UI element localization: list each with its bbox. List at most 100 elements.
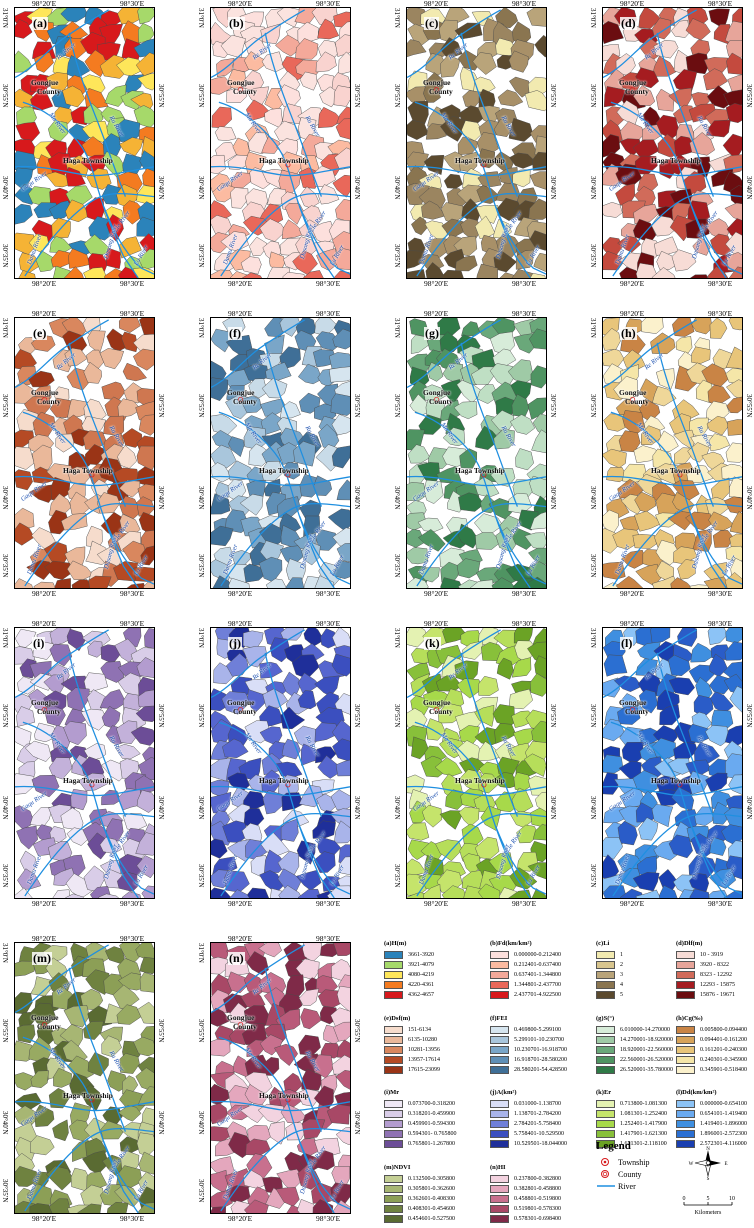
watershed-polygon (228, 577, 250, 588)
watershed-polygon (469, 579, 494, 588)
watershed-polygon (212, 575, 231, 588)
lat-label-left: 30°55′N (197, 394, 205, 418)
legend-swatch (384, 1120, 403, 1128)
map-panel: Gongjue County Haga Township Re River Ma Riv… (588, 0, 754, 288)
watershed-polygon (421, 200, 446, 220)
lat-label-right: 30°55′N (549, 84, 557, 108)
legend-item: 10281-13956 (384, 1045, 440, 1055)
watershed-polygon (440, 577, 463, 588)
county-marker (238, 86, 244, 92)
legend-item-label: 0.212401-0.637400 (514, 961, 561, 968)
county-label: Gongjue (423, 78, 451, 87)
watershed-polygon (52, 889, 71, 898)
watershed-polygon (407, 444, 431, 464)
watershed-polygon (48, 1087, 70, 1109)
watershed-polygon (531, 151, 546, 171)
watershed-polygon (686, 464, 714, 484)
township-marker (89, 162, 95, 168)
legend-swatch (490, 961, 509, 969)
watershed-polygon (442, 628, 469, 644)
county-label: Gongjue (227, 388, 255, 397)
map-frame: Gongjue County Haga Township Re River Ma Riv… (210, 7, 351, 279)
panel-label: (d) (620, 16, 637, 30)
lon-label-bottom-right: 98°30′E (120, 279, 145, 288)
watershed-polygon (474, 704, 495, 727)
watershed-polygon (508, 688, 533, 710)
watershed-polygon (121, 331, 138, 353)
legend-item-label: 0.073700-0.318200 (408, 1100, 455, 1107)
legend-item: 0.031000-1.138700 (490, 1099, 567, 1109)
panel-label: (g) (424, 326, 440, 340)
watershed-polygon (490, 467, 516, 487)
watershed-map (15, 628, 154, 898)
watershed-polygon (334, 34, 350, 57)
legend-item: 0.212401-0.637400 (490, 960, 561, 970)
watershed-polygon (333, 85, 350, 107)
watershed-polygon (603, 163, 620, 187)
watershed-polygon (657, 430, 679, 452)
river-line (612, 503, 742, 587)
watershed-polygon (33, 581, 56, 588)
watershed-polygon (458, 806, 480, 827)
map-frame: Gongjue County Haga Township Re River Ma Riv… (14, 942, 155, 1214)
river-line (407, 785, 546, 797)
lon-label-top-right: 98°30′E (316, 934, 341, 943)
watershed-polygon (315, 51, 337, 73)
legend-block-title: (d)Dlf(m) (676, 940, 703, 947)
legend-item-label: 0.578301-0.698400 (514, 1215, 561, 1222)
lon-label-bottom-right: 98°30′E (120, 589, 145, 598)
legend-swatch (596, 981, 615, 989)
legend-item: 0.000000-0.654100 (676, 1099, 747, 1109)
river-line (15, 319, 109, 389)
county-label: County (625, 707, 649, 716)
legend-swatch (490, 991, 509, 999)
legend-item-label: 2.784201-5.758400 (514, 1120, 561, 1127)
legend-swatch (384, 961, 403, 969)
legend-item-label: 0.237800-0.382800 (514, 1175, 561, 1182)
legend-block-title: (j)A(km²) (490, 1089, 517, 1096)
watershed-polygon (18, 270, 36, 278)
legend-item: 4220-4361 (384, 980, 434, 990)
watershed-polygon (407, 547, 429, 565)
river-line (407, 629, 501, 699)
river-line (22, 101, 139, 278)
legend-block-title: (g)S(°) (596, 1015, 615, 1022)
watershed-polygon (496, 657, 514, 680)
legend-item: 4362-4657 (384, 990, 434, 1000)
watershed-polygon (30, 1135, 55, 1156)
watershed-polygon (15, 522, 35, 546)
watershed-polygon (83, 361, 102, 384)
watershed-polygon (729, 511, 742, 534)
watershed-polygon (655, 368, 675, 390)
watershed-polygon (512, 527, 534, 550)
watershed-map (407, 318, 546, 588)
legend-swatch (676, 1130, 695, 1138)
watershed-map (15, 8, 154, 278)
watershed-polygon (530, 365, 546, 389)
river-line (264, 32, 323, 197)
legend-swatch (676, 951, 695, 959)
watershed-polygon (243, 563, 265, 583)
watershed-polygon (333, 270, 350, 278)
watershed-polygon (529, 230, 546, 251)
watershed-polygon (136, 466, 154, 488)
legend-item-label: 3661-3920 (408, 951, 434, 958)
lat-label-right: 30°40′N (549, 176, 557, 200)
legend-item-label: 2.572301-4.116000 (700, 1140, 747, 1147)
watershed-polygon (425, 262, 446, 278)
legend-block-title: (i)Mr (384, 1089, 400, 1096)
map-frame: Gongjue County Haga Township Re River Ma Riv… (14, 7, 155, 279)
watershed-polygon (407, 100, 429, 125)
watershed-polygon (297, 888, 322, 898)
lat-label-left: 30°55′N (1, 84, 9, 108)
lat-label-left: 30°55′N (589, 394, 597, 418)
legend-item: 0.094401-0.161200 (676, 1035, 747, 1045)
county-label: Gongjue (31, 698, 59, 707)
legend-item-label: 0.240301-0.345900 (700, 1056, 747, 1063)
watershed-polygon (407, 250, 427, 269)
watershed-polygon (101, 705, 121, 729)
watershed-polygon (478, 675, 499, 696)
lat-label-left: 30°35′N (1, 554, 9, 578)
watershed-polygon (654, 236, 679, 256)
legend-item: 0.459901-0.594300 (384, 1119, 457, 1129)
